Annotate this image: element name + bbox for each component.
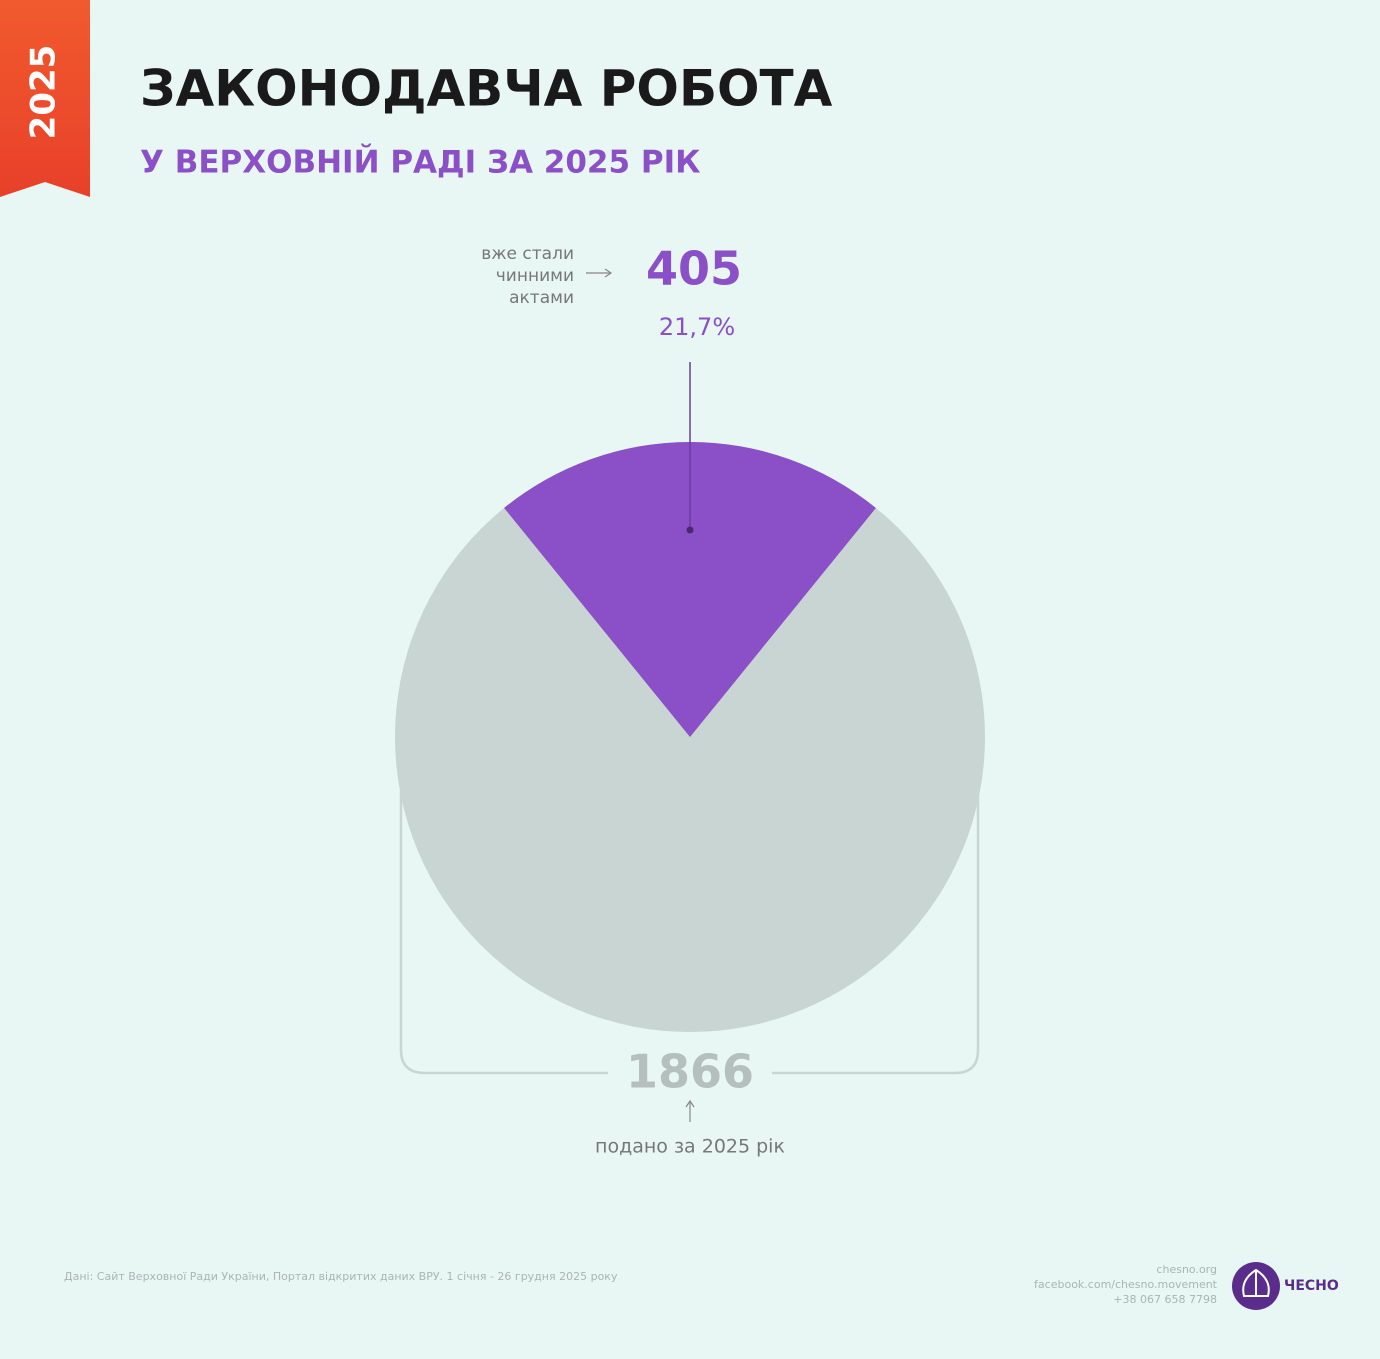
total-value: 1866: [626, 1045, 754, 1099]
slice-percent: 21,7%: [659, 313, 735, 341]
pie: [395, 441, 985, 1032]
contact: chesno.org: [1156, 1263, 1217, 1276]
total-bracket: [399, 790, 980, 1075]
contact: facebook.com/chesno.movement: [1034, 1278, 1218, 1291]
arrow-head: [685, 1099, 695, 1108]
slice-value: 405: [646, 242, 742, 296]
slice-label: чинними: [496, 266, 574, 286]
slice-label: актами: [509, 288, 574, 308]
contacts: chesno.org facebook.com/chesno.movement +3…: [1034, 1263, 1218, 1306]
chart-title: ЗАКОНОДАВЧА РОБОТА: [140, 60, 833, 118]
contact: +38 067 658 7798: [1113, 1293, 1217, 1306]
total-label: подано за 2025 рік: [595, 1136, 785, 1158]
leader-dot: [686, 526, 694, 534]
chart-subtitle: У ВЕРХОВНІЙ РАДІ ЗА 2025 РІК: [140, 145, 700, 181]
logo-icon: [1242, 1268, 1270, 1297]
badge-text: 2025: [24, 45, 64, 140]
brand: ЧЕСНО: [1284, 1278, 1339, 1294]
slice-label: вже стали: [481, 244, 574, 264]
pie-slice: [504, 441, 876, 737]
arrow-head: [604, 268, 613, 278]
year-badge: [0, 0, 90, 197]
source-note: Дані: Сайт Верховної Ради України, Порта…: [64, 1270, 618, 1283]
